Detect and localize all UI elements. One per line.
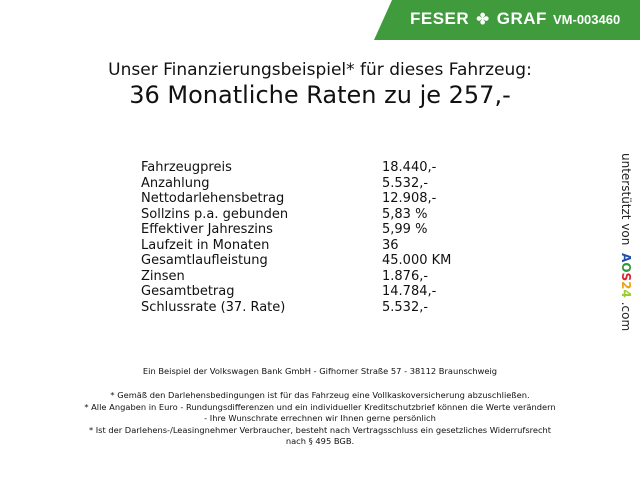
row-value: 14.784,- xyxy=(382,284,437,299)
footnote-euro: * Alle Angaben in Euro - Rundungsdiffere… xyxy=(84,402,556,412)
row-value: 45.000 KM xyxy=(382,253,452,268)
table-row: Effektiver Jahreszins 5,99 % xyxy=(141,222,481,238)
domain-suffix: .com xyxy=(619,301,633,332)
footnote-withdrawal-cont: nach § 495 BGB. xyxy=(285,436,355,446)
row-value: 12.908,- xyxy=(382,191,437,206)
title-rate: 36 Monatliche Raten zu je 257,- xyxy=(129,81,511,109)
row-value: 5.532,- xyxy=(382,299,429,315)
table-row: Nettodarlehensbetrag 12.908,- xyxy=(141,191,481,207)
title-line1: Unser Finanzierungsbeispiel* für dieses … xyxy=(108,60,532,80)
footnote-insurance: * Gemäß den Darlehensbedingungen ist für… xyxy=(110,390,530,400)
bank-info: Ein Beispiel der Volkswagen Bank GmbH - … xyxy=(142,366,498,376)
clover-icon: ✤ xyxy=(476,11,490,28)
brand-left: FESER xyxy=(410,9,470,28)
footnote-euro-cont: - Ihre Wunschrate errechnen wir Ihnen ge… xyxy=(204,413,436,423)
row-value: 5.532,- xyxy=(382,175,429,191)
row-value: 36 xyxy=(382,237,399,253)
brand-logo: FESER ✤ GRAF xyxy=(410,9,547,29)
row-label: Anzahlung xyxy=(141,175,210,191)
row-label: Zinsen xyxy=(141,268,185,284)
row-value: 5,83 % xyxy=(382,206,428,222)
supported-by: unterstützt von AOS24 .com xyxy=(619,153,633,331)
row-label: Fahrzeugpreis xyxy=(141,160,232,175)
row-value: 1.876,- xyxy=(382,268,429,284)
brand-banner xyxy=(374,0,640,40)
table-row: Laufzeit in Monaten 36 xyxy=(141,238,481,254)
table-row: Gesamtbetrag 14.784,- xyxy=(141,284,481,300)
row-label: Effektiver Jahreszins xyxy=(141,222,273,237)
table-row: Sollzins p.a. gebunden 5,83 % xyxy=(141,207,481,223)
table-row: Gesamtlaufleistung 45.000 KM xyxy=(141,253,481,269)
row-label: Nettodarlehensbetrag xyxy=(141,191,285,206)
row-label: Laufzeit in Monaten xyxy=(141,237,270,253)
aos24-logo: AOS24 xyxy=(619,253,633,298)
row-value: 18.440,- xyxy=(382,160,437,175)
row-label: Schlussrate (37. Rate) xyxy=(141,299,286,315)
row-label: Sollzins p.a. gebunden xyxy=(141,206,289,222)
table-row: Anzahlung 5.532,- xyxy=(141,176,481,192)
table-row: Zinsen 1.876,- xyxy=(141,269,481,285)
finance-table: Fahrzeugpreis 18.440,- Anzahlung 5.532,- N… xyxy=(141,160,481,315)
row-label: Gesamtbetrag xyxy=(141,284,235,299)
row-label: Gesamtlaufleistung xyxy=(141,253,268,268)
supported-by-text: unterstützt von xyxy=(619,153,633,246)
footnote-withdrawal: * Ist der Darlehens-/Leasingnehmer Verbr… xyxy=(88,425,552,435)
brand-right: GRAF xyxy=(496,9,547,28)
table-row: Fahrzeugpreis 18.440,- xyxy=(141,160,481,176)
row-value: 5,99 % xyxy=(382,222,428,237)
vehicle-code: VM-003460 xyxy=(553,12,621,27)
table-row: Schlussrate (37. Rate) 5.532,- xyxy=(141,300,481,316)
